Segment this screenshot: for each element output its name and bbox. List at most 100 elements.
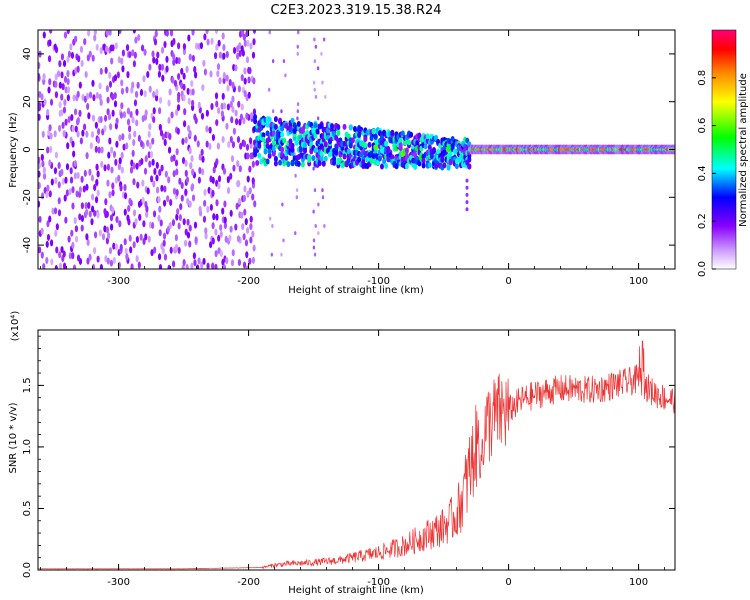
heatmap-cell	[66, 142, 70, 150]
heatmap-cell	[185, 176, 190, 184]
heatmap-cell	[196, 140, 200, 148]
heatmap-cell	[48, 39, 52, 47]
heatmap-cell	[176, 208, 180, 216]
heatmap-cell	[216, 70, 220, 78]
heatmap-cell	[120, 166, 124, 174]
heatmap-cell	[454, 163, 459, 170]
heatmap-cell	[167, 176, 171, 184]
heatmap-cell	[324, 94, 327, 99]
heatmap-cell	[64, 176, 68, 184]
heatmap-cell	[167, 146, 172, 154]
heatmap-cell	[108, 191, 112, 199]
heatmap-cell	[62, 130, 66, 138]
heatmap-cell	[229, 100, 233, 108]
heatmap-cell	[290, 146, 295, 153]
heatmap-cell	[131, 149, 135, 157]
heatmap-cell	[236, 52, 240, 60]
heatmap-cell	[191, 99, 195, 107]
heatmap-cell	[222, 264, 226, 269]
heatmap-cell	[323, 155, 328, 162]
heatmap-cell	[100, 160, 104, 168]
heatmap-cell	[119, 243, 123, 251]
heatmap-cell	[131, 116, 135, 124]
heatmap-cell	[184, 136, 188, 144]
heatmap-cell	[228, 79, 232, 87]
heatmap-cell	[158, 264, 163, 269]
heatmap-cell	[119, 111, 124, 119]
heatmap-cell	[85, 208, 89, 216]
heatmap-cell	[202, 215, 207, 223]
heatmap-cell	[88, 50, 92, 58]
heatmap-cell	[119, 184, 123, 192]
heatmap-cell	[71, 186, 75, 194]
heatmap-cell	[106, 257, 110, 265]
heatmap-cell	[74, 225, 79, 233]
heatmap-cell	[197, 101, 201, 109]
colorbar-tick-label: 0.8	[697, 70, 708, 86]
heatmap-cell	[118, 157, 122, 165]
heatmap-cell	[251, 230, 255, 238]
heatmap-cell	[215, 100, 219, 108]
heatmap-cell	[40, 227, 44, 235]
heatmap-cell	[38, 113, 41, 121]
heatmap-cell	[147, 235, 151, 243]
heatmap-cell	[225, 257, 229, 265]
heatmap-cell	[107, 113, 112, 121]
heatmap-cell	[106, 163, 111, 171]
heatmap-cell	[280, 109, 283, 114]
heatmap-cell	[128, 51, 132, 59]
heatmap-cell	[104, 66, 108, 74]
heatmap-cell	[322, 37, 326, 42]
heatmap-cell	[103, 124, 107, 132]
heatmap-cell	[400, 130, 405, 137]
heatmap-cell	[280, 252, 283, 257]
heatmap-cell	[144, 109, 148, 117]
heatmap-cell	[332, 159, 337, 166]
heatmap-cell	[174, 243, 179, 251]
heatmap-cell	[95, 91, 99, 99]
heatmap-cell	[153, 168, 157, 176]
heatmap-cell	[177, 222, 181, 230]
heatmap-cell	[215, 43, 219, 51]
heatmap-cell	[85, 130, 89, 138]
heatmap-cell	[72, 94, 76, 102]
y-tick-label: 1.5	[22, 377, 33, 393]
heatmap-cell	[76, 130, 80, 138]
heatmap-cell	[49, 132, 53, 140]
heatmap-cell	[185, 65, 189, 73]
heatmap-cell	[67, 235, 71, 243]
heatmap-cell	[57, 197, 61, 205]
heatmap-cell	[67, 86, 71, 94]
heatmap-cell	[63, 31, 68, 39]
heatmap-cell	[237, 100, 241, 108]
heatmap-cell	[237, 179, 241, 187]
heatmap-cell	[86, 238, 90, 246]
heatmap-cell	[398, 142, 403, 149]
heatmap-cell	[334, 149, 339, 156]
heatmap-cell	[278, 159, 283, 166]
heatmap-cell	[215, 119, 219, 127]
heatmap-cell	[117, 56, 121, 64]
heatmap-cell	[57, 209, 62, 217]
heatmap-cell	[61, 177, 65, 185]
heatmap-cell	[108, 71, 112, 79]
heatmap-cell	[273, 155, 278, 162]
heatmap-cell	[267, 152, 272, 159]
heatmap-cell	[143, 167, 148, 175]
snr-frame	[37, 329, 676, 571]
heatmap-cell	[214, 263, 218, 269]
x-tick-label: -300	[107, 276, 130, 287]
heatmap-cell	[296, 51, 299, 56]
heatmap-cell	[126, 71, 130, 79]
heatmap-cell	[46, 233, 51, 241]
heatmap-cell	[194, 236, 198, 244]
heatmap-cell	[49, 146, 53, 154]
heatmap-cell	[373, 133, 378, 140]
heatmap-cell	[143, 90, 147, 98]
heatmap-cell	[163, 41, 167, 49]
heatmap-cell	[80, 215, 84, 223]
heatmap-cell	[120, 102, 124, 110]
heatmap-cell	[123, 183, 127, 191]
heatmap-cell	[205, 125, 209, 133]
heatmap-cell	[238, 50, 242, 58]
